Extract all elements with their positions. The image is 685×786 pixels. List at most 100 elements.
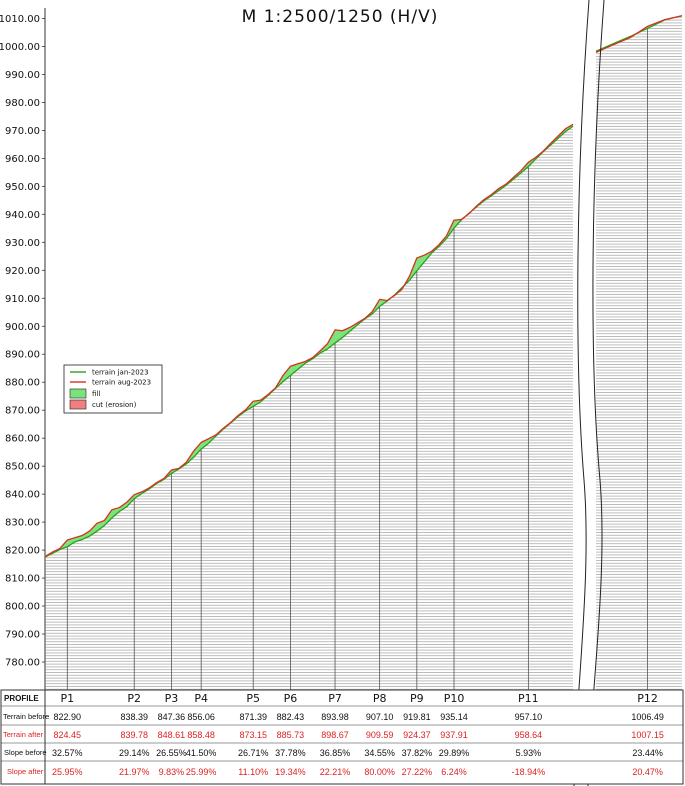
hatch-region-right [596,15,682,690]
cell-p2-slope-after: 21.97% [119,767,150,777]
row-label-terrain-after: Terrain after [3,730,44,739]
cell-p5-slope-before: 26.71% [238,748,269,758]
cell-p9-terrain-after: 924.37 [403,730,431,740]
cell-p3-name: P3 [165,692,179,705]
cell-p4-slope-before: 41.50% [186,748,217,758]
cell-p12-name: P12 [637,692,658,705]
y-tick-label: 790.00 [5,630,40,641]
cell-p9-name: P9 [410,692,424,705]
y-tick-label: 900.00 [5,322,40,333]
cell-p1-terrain-after: 824.45 [54,730,82,740]
hatch-region-left [45,124,573,690]
fill-area [416,255,425,271]
cell-p10-terrain-after: 937.91 [440,730,468,740]
table-cells: P1 822.90 824.45 32.57% 25.95% P2 838.39 839.78… [52,692,664,777]
cell-p4-terrain-after: 858.48 [187,730,215,740]
legend-label-aug: terrain aug-2023 [92,379,151,387]
cell-p12-terrain-after: 1007.15 [631,730,664,740]
y-tick-label: 830.00 [5,518,40,529]
cell-p2-name: P2 [127,692,141,705]
fill-area [104,509,112,526]
cell-p3-slope-before: 26.55% [156,748,187,758]
cell-p8-terrain-after: 909.59 [366,730,394,740]
cell-p1-name: P1 [60,692,74,705]
y-tick-label: 780.00 [5,658,40,669]
y-tick-label: 860.00 [5,434,40,445]
y-tick-label: 870.00 [5,406,40,417]
cell-p8-name: P8 [373,692,387,705]
legend-label-cut: cut (erosion) [92,401,137,409]
cell-p2-slope-before: 29.14% [119,748,150,758]
legend-label-jan: terrain jan-2023 [92,369,149,377]
cell-p10-terrain-before: 935.14 [440,712,468,722]
cell-p4-name: P4 [194,692,208,705]
cell-p11-terrain-before: 957.10 [515,712,543,722]
cell-p10-slope-after: 6.24% [441,767,467,777]
y-tick-label: 880.00 [5,378,40,389]
y-tick-label: 840.00 [5,490,40,501]
cell-p6-slope-before: 37.78% [275,748,306,758]
row-label-slope-before: Slope before [4,748,47,757]
hatched-area [596,15,682,690]
cell-p12-terrain-before: 1006.49 [631,712,664,722]
chart-title: M 1:2500/1250 (H/V) [242,7,439,27]
cell-p3-terrain-after: 848.61 [158,730,186,740]
y-tick-label: 890.00 [5,350,40,361]
cell-p8-slope-after: 80.00% [364,767,395,777]
y-tick-label: 930.00 [5,238,40,249]
fill-area [335,329,343,344]
series-lines [44,15,683,558]
y-tick-label: 850.00 [5,462,40,473]
legend-swatch-cut [69,399,87,410]
y-tick-label: 980.00 [5,98,40,109]
y-tick-label: 940.00 [5,210,40,221]
cell-p5-slope-after: 11.10% [238,767,268,777]
profile-lines [66,28,648,690]
fill-area [193,442,202,458]
hatched-area [45,124,573,690]
fill-area [290,363,298,376]
cell-p7-name: P7 [328,692,342,705]
y-tick-label: 960.00 [5,154,40,165]
table-frame [0,689,684,785]
cell-p5-terrain-before: 871.39 [239,712,267,722]
cell-p8-slope-before: 34.55% [364,748,395,758]
cell-p2-terrain-after: 839.78 [120,730,148,740]
cell-p9-slope-after: 27.22% [402,767,433,777]
cell-p11-slope-before: 5.93% [516,748,542,758]
cell-p3-slope-after: 9.83% [159,767,185,777]
cell-p6-terrain-before: 882.43 [277,712,305,722]
fill-area [89,523,98,537]
cell-p11-slope-after: -18.94% [512,767,546,777]
y-tick-label: 810.00 [5,574,40,585]
fill-area [126,494,135,507]
cell-p5-name: P5 [246,692,260,705]
cell-p1-terrain-before: 822.90 [54,712,82,722]
cell-p3-terrain-before: 847.36 [158,712,186,722]
cell-p4-slope-after: 25.99% [186,767,217,777]
series-line-aug-2023-segment-1 [44,123,574,558]
legend: terrain jan-2023 terrain aug-2023 fill c… [63,364,163,414]
fill-area [74,535,83,542]
legend-label-fill: fill [92,390,100,398]
row-label-slope-after: Slope after [7,767,44,776]
cell-p12-slope-after: 20.47% [632,767,663,777]
y-tick-label: 1010.00 [0,14,40,25]
cell-p12-slope-before: 23.44% [632,748,663,758]
y-tick-label: 950.00 [5,182,40,193]
y-axis: 780.00 790.00 800.00 810.00 820.00 830.00 840.… [0,14,45,669]
series-line-aug-2023-segment-2 [595,15,683,53]
y-tick-label: 920.00 [5,266,40,277]
cell-p7-slope-after: 22.21% [320,767,351,777]
cell-p6-terrain-after: 885.73 [277,730,305,740]
cell-p10-name: P10 [444,692,465,705]
row-label-profile: PROFILE [4,694,39,703]
fill-area [282,366,291,382]
fill-area [342,327,350,338]
cell-p10-slope-before: 29.89% [439,748,470,758]
row-label-terrain-before: Terrain before [3,712,49,721]
cell-p6-slope-after: 19.34% [275,767,306,777]
fill-area [119,502,127,512]
profile-table: PROFILE Terrain before Terrain after Slo… [0,689,684,785]
